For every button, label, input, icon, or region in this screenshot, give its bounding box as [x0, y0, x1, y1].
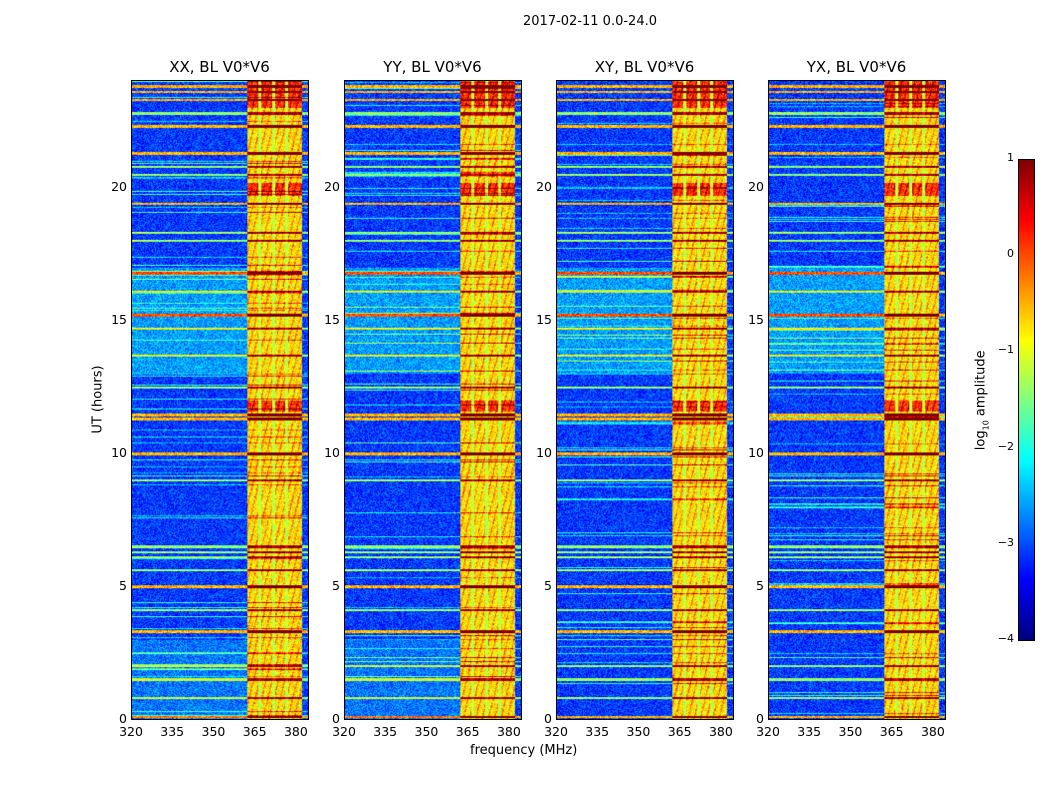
y-tick-label: 5 — [544, 577, 552, 593]
x-tick-label: 365 — [242, 724, 267, 739]
heatmap-panel-1 — [131, 80, 309, 720]
heatmap-panel-3 — [556, 80, 734, 720]
x-tick-label: 380 — [496, 724, 521, 739]
y-tick-label: 10 — [324, 444, 340, 460]
x-tick-label: 335 — [373, 724, 398, 739]
colorbar-tick-label: −3 — [997, 535, 1014, 549]
heatmap-panel-4 — [768, 80, 946, 720]
x-tick-label: 320 — [332, 724, 356, 739]
x-tick-label: 335 — [797, 724, 822, 739]
y-tick-label: 10 — [748, 444, 764, 460]
y-tick-label: 15 — [536, 311, 552, 327]
x-tick-label: 350 — [838, 724, 863, 739]
x-tick-label: 335 — [160, 724, 185, 739]
panel-title: XX, BL V0*V6 — [169, 58, 270, 76]
colorbar-tick-label: −4 — [997, 632, 1014, 645]
y-tick-label: 10 — [111, 444, 127, 460]
y-tick-label: 0 — [119, 711, 127, 726]
panel-title: YX, BL V0*V6 — [806, 58, 907, 76]
x-tick-label: 365 — [455, 724, 480, 739]
x-tick-label: 320 — [756, 724, 780, 739]
colorbar-tick-label: −2 — [997, 439, 1014, 453]
x-tick-label: 365 — [879, 724, 904, 739]
x-tick-label: 350 — [201, 724, 226, 739]
heatmap-panel-2 — [344, 80, 522, 720]
x-tick-label: 380 — [283, 724, 308, 739]
y-tick-label: 15 — [748, 311, 764, 327]
x-tick-label: 335 — [585, 724, 610, 739]
y-tick-label: 0 — [332, 711, 340, 726]
colorbar — [1018, 159, 1035, 641]
colorbar-tick-label: 1 — [1007, 151, 1014, 164]
y-tick-label: 20 — [748, 178, 764, 194]
y-tick-label: 0 — [544, 711, 552, 726]
x-tick-label: 350 — [414, 724, 439, 739]
y-tick-label: 20 — [324, 178, 340, 194]
y-tick-label: 10 — [536, 444, 552, 460]
y-tick-label: 5 — [332, 577, 340, 593]
x-tick-label: 320 — [119, 724, 143, 739]
colorbar-tick-label: 0 — [1007, 247, 1014, 261]
x-tick-label: 380 — [920, 724, 945, 739]
y-tick-label: 15 — [324, 311, 340, 327]
y-axis-label: UT (hours) — [90, 365, 106, 434]
x-tick-label: 350 — [626, 724, 651, 739]
y-tick-label: 20 — [536, 178, 552, 194]
x-tick-label: 320 — [544, 724, 568, 739]
x-tick-label: 365 — [667, 724, 692, 739]
y-tick-label: 0 — [756, 711, 764, 726]
y-tick-label: 5 — [119, 577, 127, 593]
x-tick-label: 380 — [708, 724, 733, 739]
panel-title: XY, BL V0*V6 — [594, 58, 695, 76]
y-tick-label: 5 — [756, 577, 764, 593]
y-tick-label: 15 — [111, 311, 127, 327]
panel-title: YY, BL V0*V6 — [383, 58, 482, 76]
figure-title: 2017-02-11 0.0-24.0 — [523, 14, 657, 29]
colorbar-label: log10 amplitude — [973, 350, 991, 451]
x-axis-label: frequency (MHz) — [470, 743, 578, 758]
colorbar-tick-label: −1 — [997, 343, 1014, 357]
y-tick-label: 20 — [111, 178, 127, 194]
